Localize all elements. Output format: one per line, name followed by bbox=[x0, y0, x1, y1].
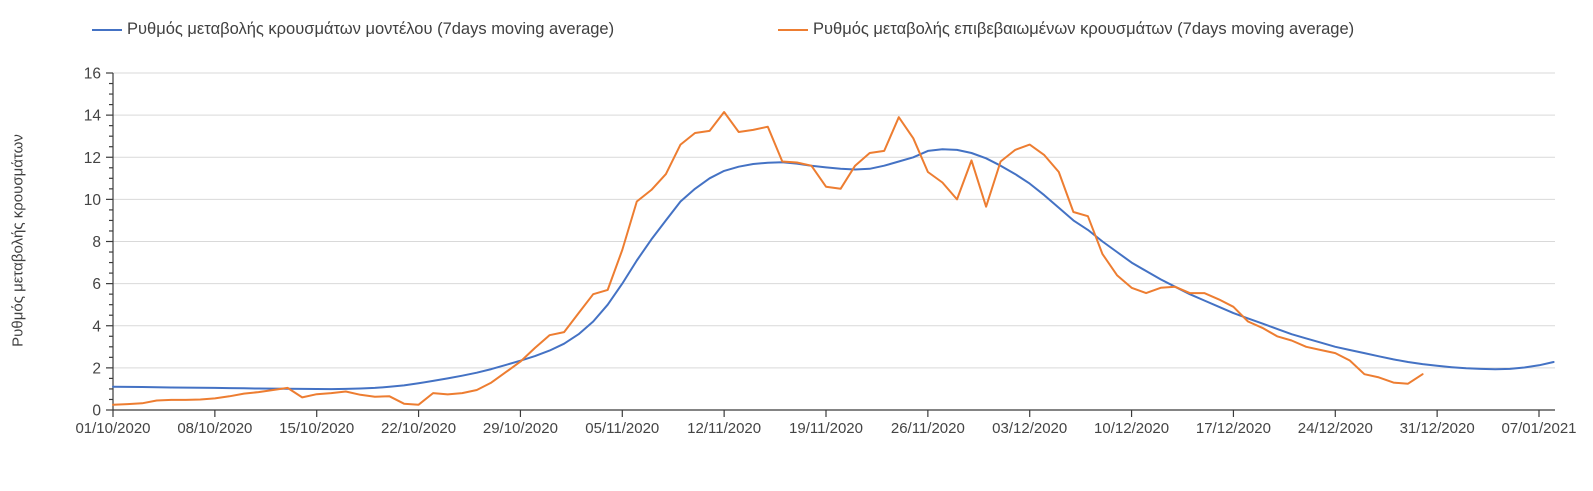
x-tick-label: 17/12/2020 bbox=[1196, 420, 1271, 437]
y-tick-label: 2 bbox=[92, 360, 101, 377]
x-tick-label: 07/01/2021 bbox=[1501, 420, 1576, 437]
y-axis: 0 2 4 6 8 10 12 14 16 bbox=[84, 66, 114, 420]
legend-label-confirmed: Ρυθμός μεταβολής επιβεβαιωμένων κρουσμάτ… bbox=[813, 20, 1355, 38]
series-confirmed-line bbox=[112, 111, 1424, 406]
y-tick-label: 14 bbox=[84, 108, 102, 125]
x-tick-label: 05/11/2020 bbox=[585, 420, 659, 437]
legend-item-confirmed: Ρυθμός μεταβολής επιβεβαιωμένων κρουσμάτ… bbox=[778, 20, 1354, 39]
y-tick-label: 4 bbox=[92, 318, 101, 335]
x-tick-label: 22/10/2020 bbox=[381, 420, 456, 437]
x-tick-label: 29/10/2020 bbox=[483, 420, 558, 437]
y-axis-title: Ρυθμός μεταβολής κρουσμάτων bbox=[9, 134, 27, 347]
y-tick-label: 8 bbox=[92, 234, 101, 251]
y-tick-label: 0 bbox=[92, 403, 101, 420]
x-tick-label: 08/10/2020 bbox=[177, 420, 252, 437]
x-tick-label: 26/11/2020 bbox=[891, 420, 965, 437]
gridlines bbox=[113, 72, 1555, 369]
legend-line-swatch-confirmed bbox=[778, 28, 808, 31]
y-tick-label: 6 bbox=[92, 276, 101, 293]
x-tick-label: 01/10/2020 bbox=[75, 420, 150, 437]
legend-label-model: Ρυθμός μεταβολής κρουσμάτων μοντέλου (7d… bbox=[127, 20, 615, 38]
x-tick-label: 19/11/2020 bbox=[789, 420, 863, 437]
x-tick-label: 31/12/2020 bbox=[1400, 420, 1475, 437]
x-tick-label: 24/12/2020 bbox=[1298, 420, 1373, 437]
x-axis: 01/10/2020 08/10/2020 15/10/2020 22/10/2020… bbox=[75, 409, 1577, 437]
x-tick-label: 03/12/2020 bbox=[992, 420, 1067, 437]
x-tick-label: 15/10/2020 bbox=[279, 420, 354, 437]
y-tick-label: 16 bbox=[84, 66, 101, 83]
y-tick-label: 10 bbox=[84, 192, 102, 209]
legend-item-model: Ρυθμός μεταβολής κρουσμάτων μοντέλου (7d… bbox=[92, 20, 614, 39]
series-model-line bbox=[112, 148, 1555, 391]
y-tick-label: 12 bbox=[84, 150, 101, 167]
x-tick-label: 10/12/2020 bbox=[1094, 420, 1169, 437]
x-tick-label: 12/11/2020 bbox=[687, 420, 761, 437]
legend-line-swatch-model bbox=[92, 28, 122, 31]
